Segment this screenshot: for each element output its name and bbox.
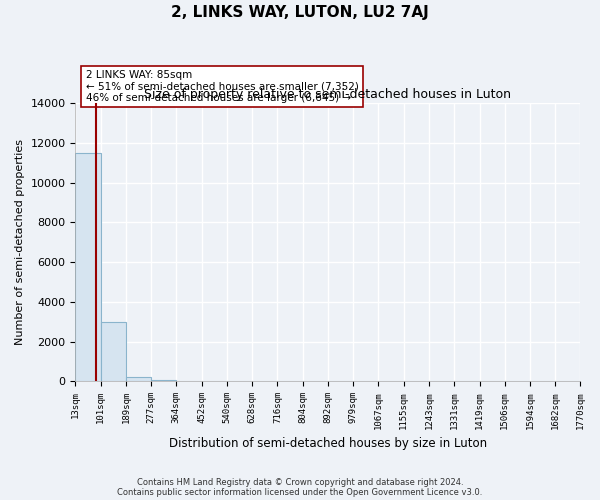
Text: 2 LINKS WAY: 85sqm
← 51% of semi-detached houses are smaller (7,352)
46% of semi: 2 LINKS WAY: 85sqm ← 51% of semi-detache… <box>86 70 358 103</box>
Bar <box>151 380 176 382</box>
Bar <box>76 153 101 382</box>
Text: Contains HM Land Registry data © Crown copyright and database right 2024.
Contai: Contains HM Land Registry data © Crown c… <box>118 478 482 497</box>
Bar <box>126 378 151 382</box>
Title: Size of property relative to semi-detached houses in Luton: Size of property relative to semi-detach… <box>145 88 511 101</box>
Y-axis label: Number of semi-detached properties: Number of semi-detached properties <box>15 140 25 346</box>
Bar <box>101 322 126 382</box>
X-axis label: Distribution of semi-detached houses by size in Luton: Distribution of semi-detached houses by … <box>169 437 487 450</box>
Text: 2, LINKS WAY, LUTON, LU2 7AJ: 2, LINKS WAY, LUTON, LU2 7AJ <box>171 5 429 20</box>
